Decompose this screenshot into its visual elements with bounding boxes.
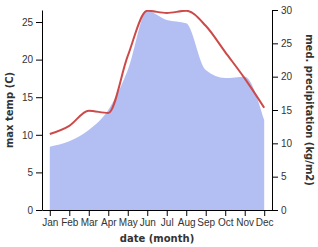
tick-label: Apr: [101, 217, 117, 228]
tick-mark: [108, 210, 109, 216]
tick: 15: [272, 105, 293, 116]
tick-label: Nov: [236, 217, 254, 228]
y-axis: 0 5 10 15 20 25: [22, 11, 43, 216]
tick-label: Jul: [161, 217, 174, 228]
tick-label: Aug: [178, 217, 196, 228]
y-axis-title: max temp (C): [4, 72, 15, 148]
y-axis-line: [42, 11, 43, 211]
tick-label: 0: [281, 205, 287, 216]
y2-axis: 0 5 10 15 20 25 30: [272, 5, 293, 216]
tick-mark: [264, 210, 265, 216]
tick-label: 20: [281, 71, 293, 82]
tick-label: Mar: [81, 217, 99, 228]
tick-label: 25: [22, 17, 34, 28]
marks: [50, 11, 264, 210]
tick: Sep: [197, 210, 215, 228]
tick-mark: [167, 210, 168, 216]
tick-mark: [147, 210, 148, 216]
tick: 20: [22, 54, 42, 65]
x-axis-title: date (month): [120, 233, 194, 244]
tick-label: 10: [281, 138, 293, 149]
y2-axis-title: med. precipitation (kg/m2): [304, 34, 315, 186]
tick-label: May: [119, 217, 138, 228]
tick-mark: [36, 97, 42, 98]
tick-label: Jun: [140, 217, 156, 228]
tick-mark: [245, 210, 246, 216]
tick-mark: [272, 10, 278, 11]
tick: 10: [22, 130, 42, 141]
tick-mark: [272, 177, 278, 178]
tick: Apr: [101, 210, 117, 228]
tick-mark: [186, 210, 187, 216]
tick: 0: [27, 205, 42, 216]
tick: 15: [22, 92, 42, 103]
tick-mark: [225, 210, 226, 216]
tick-mark: [50, 210, 51, 216]
tick-mark: [272, 110, 278, 111]
tick-label: Sep: [197, 217, 215, 228]
precipitation-area: [50, 11, 264, 210]
tick-mark: [272, 77, 278, 78]
tick-label: 30: [281, 5, 293, 16]
x-axis-line: [43, 210, 273, 211]
tick: Aug: [178, 210, 196, 228]
tick: Jan: [42, 210, 58, 228]
tick-label: 15: [22, 92, 34, 103]
tick-label: Feb: [61, 217, 79, 228]
tick-mark: [36, 60, 42, 61]
tick-mark: [272, 143, 278, 144]
tick-mark: [128, 210, 129, 216]
tick: May: [119, 210, 138, 228]
tick-label: 20: [22, 54, 34, 65]
tick-label: Oct: [218, 217, 234, 228]
tick-label: 15: [281, 105, 293, 116]
tick-mark: [36, 135, 42, 136]
tick: 10: [272, 138, 293, 149]
tick: 5: [27, 167, 42, 178]
tick: Mar: [81, 210, 99, 228]
tick: 25: [272, 38, 293, 49]
tick-mark: [272, 43, 278, 44]
tick: 20: [272, 71, 293, 82]
tick-mark: [272, 210, 278, 211]
tick: Oct: [218, 210, 234, 228]
tick: Nov: [236, 210, 254, 228]
tick: Jul: [161, 210, 174, 228]
tick: Dec: [256, 210, 274, 228]
tick-mark: [36, 210, 42, 211]
tick-label: 25: [281, 38, 293, 49]
tick: Jun: [140, 210, 156, 228]
chart: JanFebMarAprMayJun Jul AugSepOctNovDec 0 5 10…: [0, 0, 318, 247]
tick: 25: [22, 17, 42, 28]
tick-mark: [36, 172, 42, 173]
tick-mark: [206, 210, 207, 216]
tick: 30: [272, 5, 293, 16]
tick-label: Dec: [256, 217, 274, 228]
tick: Feb: [61, 210, 79, 228]
temperature-line: [50, 11, 264, 134]
tick-mark: [69, 210, 70, 216]
tick: 5: [272, 171, 287, 182]
tick-label: 10: [22, 130, 34, 141]
tick-label: 0: [27, 205, 33, 216]
tick-label: 5: [281, 171, 287, 182]
tick: 0: [272, 205, 287, 216]
tick-mark: [89, 210, 90, 216]
tick-label: Jan: [42, 217, 58, 228]
x-axis: JanFebMarAprMayJun Jul AugSepOctNovDec: [42, 210, 273, 228]
plot: JanFebMarAprMayJun Jul AugSepOctNovDec 0 5 10…: [22, 5, 293, 228]
tick-mark: [36, 22, 42, 23]
tick-label: 5: [27, 167, 33, 178]
